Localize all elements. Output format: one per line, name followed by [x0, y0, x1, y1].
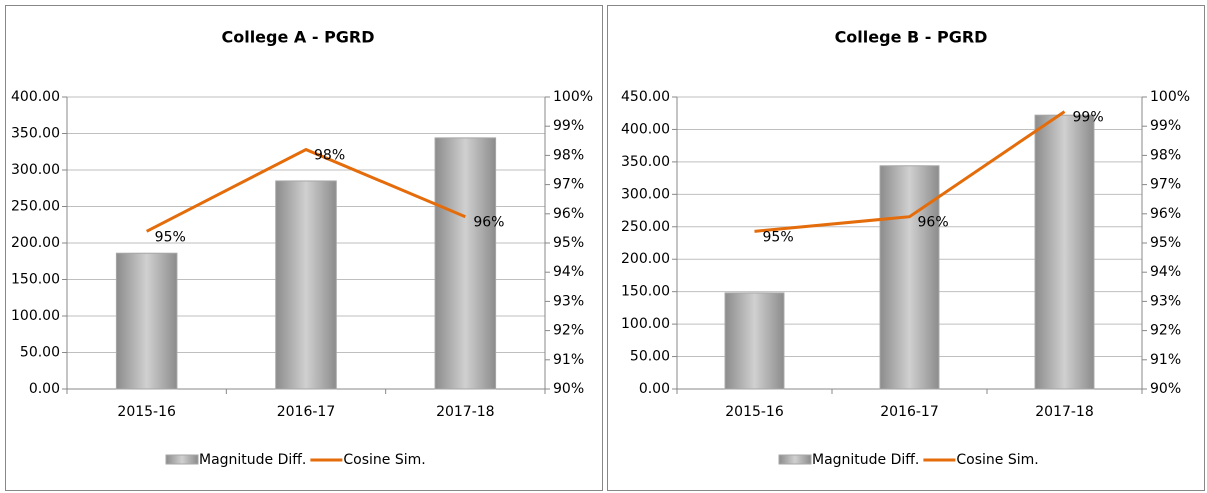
y-tick-label: 300.00 — [621, 186, 670, 202]
x-tick-label: 2017-18 — [1035, 404, 1094, 420]
y-tick-label: 350.00 — [621, 154, 670, 170]
y2-tick-label: 94% — [1150, 264, 1181, 280]
line — [754, 110, 1066, 233]
y2-tick-label: 92% — [1150, 323, 1181, 339]
x-tick-label: 2015-16 — [725, 404, 784, 420]
y-tick-label: 400.00 — [11, 89, 60, 105]
y2-tick-label: 98% — [1150, 147, 1181, 163]
y-tick-label: 50.00 — [630, 349, 670, 365]
y-tick-label: 0.00 — [639, 381, 670, 397]
y-tick-label: 250.00 — [621, 219, 670, 235]
bar — [879, 165, 940, 390]
y2-tick-label: 98% — [553, 147, 584, 163]
y-tick-label: 150.00 — [621, 284, 670, 300]
bar — [115, 252, 178, 390]
bar — [434, 137, 497, 390]
chart-title: College B - PGRD — [835, 28, 988, 47]
y-tick-label: 300.00 — [11, 162, 60, 178]
y-tick-label: 200.00 — [11, 235, 60, 251]
y-tick-label: 250.00 — [11, 199, 60, 215]
x-tick-label: 2015-16 — [117, 404, 176, 420]
line — [145, 147, 466, 233]
y2-tick-label: 91% — [553, 352, 584, 368]
y-tick-label: 0.00 — [29, 381, 60, 397]
legend-label: Magnitude Diff. — [812, 452, 919, 468]
bar — [275, 180, 337, 390]
y2-tick-label: 100% — [1150, 89, 1190, 105]
y2-tick-label: 94% — [553, 264, 584, 280]
chart-title: College A - PGRD — [221, 28, 374, 47]
x-tick-label: 2016-17 — [277, 404, 336, 420]
y2-tick-label: 96% — [553, 206, 584, 222]
y-tick-label: 450.00 — [621, 89, 670, 105]
y2-tick-label: 92% — [553, 323, 584, 339]
bar — [724, 292, 785, 390]
data-label: 95% — [155, 229, 186, 245]
data-label: 95% — [763, 229, 794, 245]
legend-swatch — [778, 454, 812, 465]
x-tick-label: 2016-17 — [880, 404, 939, 420]
y2-tick-label: 93% — [1150, 293, 1181, 309]
legend-label: Cosine Sim. — [956, 452, 1038, 468]
data-label: 98% — [314, 148, 345, 164]
y2-tick-label: 90% — [553, 381, 584, 397]
y-tick-label: 50.00 — [20, 345, 60, 361]
legend-label: Cosine Sim. — [343, 452, 425, 468]
y2-tick-label: 95% — [553, 235, 584, 251]
x-tick-label: 2017-18 — [436, 404, 495, 420]
y-tick-label: 150.00 — [11, 272, 60, 288]
y-tick-label: 100.00 — [11, 308, 60, 324]
y2-tick-label: 95% — [1150, 235, 1181, 251]
data-label: 96% — [473, 215, 504, 231]
y2-tick-label: 99% — [553, 118, 584, 134]
y2-tick-label: 91% — [1150, 352, 1181, 368]
legend-swatch — [165, 454, 199, 465]
y-tick-label: 400.00 — [621, 121, 670, 137]
y2-tick-label: 100% — [553, 89, 593, 105]
y2-tick-label: 96% — [1150, 206, 1181, 222]
data-label: 99% — [1073, 110, 1104, 126]
y-tick-label: 100.00 — [621, 316, 670, 332]
y2-tick-label: 97% — [553, 177, 584, 193]
y2-tick-label: 99% — [1150, 118, 1181, 134]
y2-tick-label: 93% — [553, 293, 584, 309]
y2-tick-label: 97% — [1150, 177, 1181, 193]
legend-label: Magnitude Diff. — [199, 452, 306, 468]
bar — [1034, 114, 1095, 390]
y-tick-label: 350.00 — [11, 126, 60, 142]
y-tick-label: 200.00 — [621, 251, 670, 267]
y2-tick-label: 90% — [1150, 381, 1181, 397]
data-label: 96% — [918, 215, 949, 231]
